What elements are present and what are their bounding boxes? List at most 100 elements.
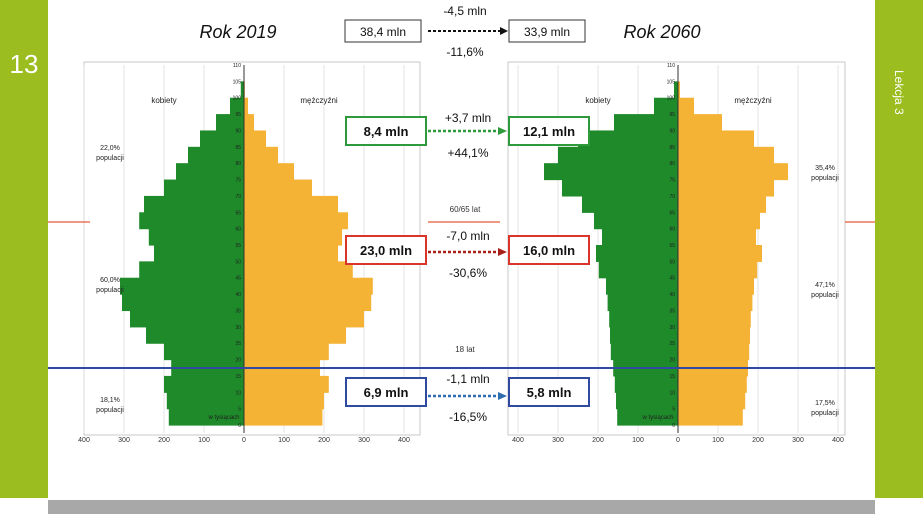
group-65plus-change-pct: +44,1% xyxy=(447,146,488,160)
bar-men-2060 xyxy=(678,261,758,279)
bar-women-2019 xyxy=(139,212,244,230)
age-tick-label-2060: 15 xyxy=(669,374,675,380)
group-0-17-change-pct: -16,5% xyxy=(449,410,487,424)
age-tick-label-2060: 80 xyxy=(669,161,675,167)
bar-men-2019 xyxy=(244,179,312,197)
group-18-64-change: -7,0 mln xyxy=(446,229,489,243)
group-65plus-2060-box xyxy=(508,116,590,146)
x-tick-label-2060: 0 xyxy=(676,437,680,444)
x-tick-label-2019: 0 xyxy=(242,437,246,444)
x-tick-label-2019: 400 xyxy=(78,437,90,444)
bar-women-2060 xyxy=(610,343,678,361)
bar-men-2019 xyxy=(244,375,329,393)
total-arrow-head xyxy=(500,27,508,35)
bar-men-2060 xyxy=(678,195,766,213)
bar-women-2060 xyxy=(614,375,678,393)
group-65plus: 8,4 mln 12,1 mln +3,7 mln +44,1% xyxy=(345,111,590,160)
group-65plus-2019-value: 8,4 mln xyxy=(364,124,409,139)
women-label-2019: kobiety xyxy=(151,96,176,105)
group-18-64: 23,0 mln 16,0 mln -7,0 mln -30,6% xyxy=(345,229,590,280)
bar-women-2060 xyxy=(674,81,678,99)
bar-women-2019 xyxy=(200,130,244,148)
bar-women-2019 xyxy=(166,392,244,410)
bar-men-2019 xyxy=(244,392,324,410)
age-tick-label-2019: 85 xyxy=(235,145,241,151)
bar-women-2060 xyxy=(606,277,678,295)
share-label-2019: 60,0% xyxy=(100,277,120,284)
group-18-64-2019-value: 23,0 mln xyxy=(360,243,412,258)
bar-men-2060 xyxy=(678,228,756,246)
bar-men-2019 xyxy=(244,228,342,246)
bar-men-2060 xyxy=(678,326,750,344)
total-2060-value: 33,9 mln xyxy=(524,25,570,39)
age-tick-label-2019: 50 xyxy=(235,259,241,265)
x-tick-label-2019: 300 xyxy=(118,437,130,444)
age-tick-label-2060: 25 xyxy=(669,341,675,347)
bar-men-2060 xyxy=(678,212,760,230)
group-0-17-2060-value: 5,8 mln xyxy=(527,385,572,400)
bar-women-2019 xyxy=(168,408,244,426)
age-tick-label-2060: 60 xyxy=(669,227,675,233)
group-18-64-2060-value: 16,0 mln xyxy=(523,243,575,258)
bar-men-2019 xyxy=(244,408,323,426)
age-tick-label-2019: 95 xyxy=(235,112,241,118)
bar-women-2019 xyxy=(164,375,244,393)
bar-women-2060 xyxy=(614,114,678,132)
bar-men-2019 xyxy=(244,146,278,164)
bar-men-2019 xyxy=(244,310,364,328)
x-tick-label-2019: 100 xyxy=(278,437,290,444)
age-tick-label-2060: 35 xyxy=(669,308,675,314)
bar-women-2019 xyxy=(188,146,244,164)
age-tick-label-2019: 40 xyxy=(235,292,241,298)
group-0-17-2060-box xyxy=(508,377,590,407)
group-18-64-2060-box xyxy=(508,235,590,265)
share-label-2060: populacji xyxy=(811,175,839,182)
age-tick-label-2019: 45 xyxy=(235,276,241,282)
age-tick-label-2060: 65 xyxy=(669,210,675,216)
x-tick-label-2060: 300 xyxy=(792,437,804,444)
age-tick-label-2019: 90 xyxy=(235,128,241,134)
age-tick-label-2019: 65 xyxy=(235,210,241,216)
age-tick-label-2060: 110 xyxy=(667,63,675,69)
age-tick-label-2019: 100 xyxy=(233,96,242,102)
age-tick-label-2060: 95 xyxy=(669,112,675,118)
x-tick-label-2019: 400 xyxy=(398,437,410,444)
group-0-17-arrow-head xyxy=(498,392,507,400)
lesson-label: Lekcja 3 xyxy=(892,70,906,115)
age-tick-label-2019: 0 xyxy=(238,423,241,429)
bar-women-2019 xyxy=(164,179,244,197)
bar-women-2019 xyxy=(216,114,244,132)
group-0-17-change: -1,1 mln xyxy=(446,372,489,386)
bar-women-2060 xyxy=(558,146,678,164)
group-18-64-change-pct: -30,6% xyxy=(449,266,487,280)
bar-women-2019 xyxy=(139,261,244,279)
x-tick-label-2060: 200 xyxy=(752,437,764,444)
bar-women-2060 xyxy=(609,310,678,328)
bar-women-2019 xyxy=(154,245,244,262)
bar-women-2060 xyxy=(594,212,678,230)
bar-women-2019 xyxy=(122,294,244,312)
x-tick-label-2060: 100 xyxy=(632,437,644,444)
age-tick-label-2019: 55 xyxy=(235,243,241,249)
bar-women-2060 xyxy=(582,195,678,213)
age-tick-label-2019: 15 xyxy=(235,374,241,380)
bar-men-2060 xyxy=(678,81,680,99)
age-tick-label-2019: 60 xyxy=(235,227,241,233)
bar-men-2019 xyxy=(244,130,266,148)
share-label-2019: populacji xyxy=(96,287,124,294)
bar-men-2060 xyxy=(678,277,754,295)
x-tick-label-2060: 400 xyxy=(512,437,524,444)
age-tick-label-2019: 10 xyxy=(235,390,241,396)
total-change: -4,5 mln xyxy=(443,4,486,18)
share-label-2060: 35,4% xyxy=(815,165,835,172)
age-tick-label-2060: 0 xyxy=(672,423,675,429)
age-tick-label-2019: 105 xyxy=(233,79,242,85)
bar-men-2019 xyxy=(244,261,353,279)
age-tick-label-2060: 50 xyxy=(669,259,675,265)
age-tick-label-2019: 70 xyxy=(235,194,241,200)
total-2019-value: 38,4 mln xyxy=(360,25,406,39)
bar-men-2019 xyxy=(244,326,346,344)
age-tick-label-2060: 105 xyxy=(667,79,676,85)
right-accent-bar xyxy=(875,0,923,498)
